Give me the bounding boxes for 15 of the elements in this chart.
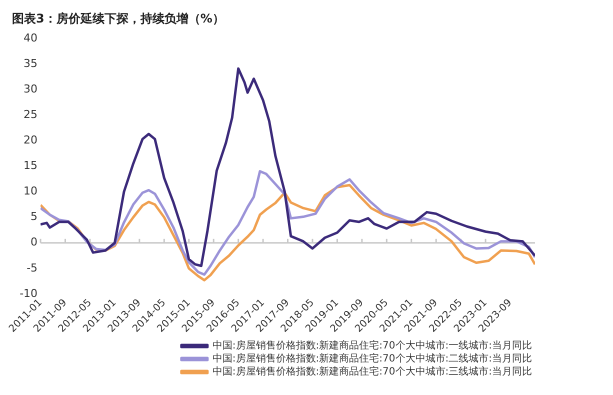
y-tick-label: 0 [30,236,38,249]
chart-title: 图表3：房价延续下探，持续负增（%） [12,11,224,26]
y-tick-label: 30 [24,82,38,96]
y-tick-label: 35 [24,56,38,70]
legend-label: 中国:房屋销售价格指数:新建商品住宅:70个大中城市:三线城市:当月同比 [212,366,532,378]
legend-label: 中国:房屋销售价格指数:新建商品住宅:70个大中城市:一线城市:当月同比 [212,340,532,352]
y-tick-label: 5 [30,210,38,224]
y-tick-label: 25 [24,108,38,121]
y-tick-label: -5 [26,261,38,274]
y-tick-label: -10 [20,286,38,300]
y-tick-label: 40 [24,31,38,44]
y-tick-label: 15 [24,159,38,172]
y-tick-label: 10 [24,184,38,198]
y-tick-label: 20 [24,133,38,146]
legend-label: 中国:房屋销售价格指数:新建商品住宅:70个大中城市:二线城市:当月同比 [212,352,532,365]
